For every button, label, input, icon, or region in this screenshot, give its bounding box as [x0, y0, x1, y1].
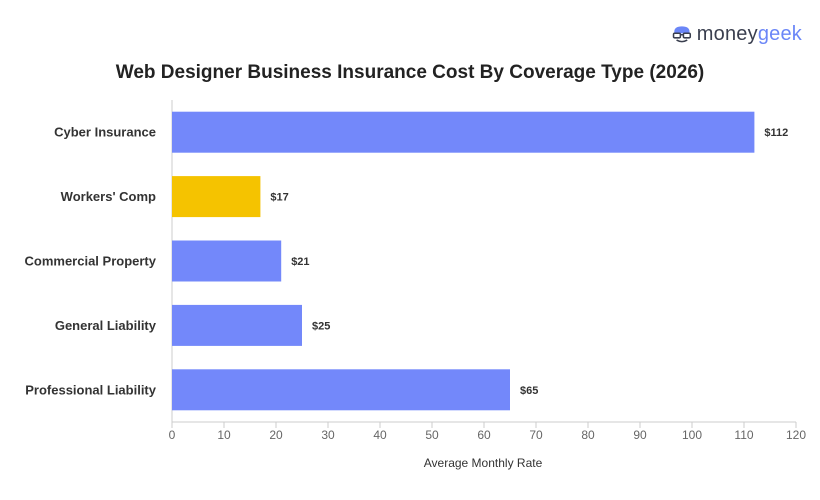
x-tick-label: 70: [529, 428, 543, 442]
y-category-label: Professional Liability: [25, 382, 157, 397]
y-category-label: Commercial Property: [25, 254, 157, 269]
x-axis-title: Average Monthly Rate: [424, 456, 543, 470]
x-tick-label: 100: [682, 428, 702, 442]
x-tick-label: 60: [477, 428, 491, 442]
logo-text-money: money: [696, 22, 758, 45]
x-tick-label: 120: [786, 428, 806, 442]
geek-face-icon: [672, 26, 692, 43]
moneygeek-logo: moneygeek: [672, 20, 802, 48]
logo-text-geek: geek: [757, 22, 802, 45]
bar: [172, 369, 510, 411]
logo-wordmark: moneygeek: [697, 23, 802, 46]
chart-title: Web Designer Business Insurance Cost By …: [115, 62, 705, 83]
bar: [172, 176, 261, 218]
x-tick-label: 50: [425, 428, 439, 442]
x-tick-label: 20: [269, 428, 283, 442]
x-tick-label: 40: [373, 428, 387, 442]
x-tick-label: 80: [581, 428, 595, 442]
x-tick-label: 0: [169, 428, 176, 442]
data-label: $112: [764, 127, 788, 139]
x-tick-label: 110: [734, 428, 753, 442]
y-category-label: Workers' Comp: [61, 189, 156, 204]
x-tick-label: 90: [633, 428, 647, 442]
bar: [172, 240, 282, 282]
y-category-label: Cyber Insurance: [54, 125, 156, 140]
data-label: $65: [520, 385, 538, 397]
data-label: $17: [270, 192, 288, 204]
y-category-label: General Liability: [55, 318, 157, 333]
data-label: $25: [312, 320, 330, 332]
x-tick-label: 30: [321, 428, 335, 442]
bar: [172, 111, 755, 153]
x-tick-label: 10: [217, 428, 231, 442]
bar: [172, 304, 302, 346]
data-label: $21: [291, 256, 309, 268]
